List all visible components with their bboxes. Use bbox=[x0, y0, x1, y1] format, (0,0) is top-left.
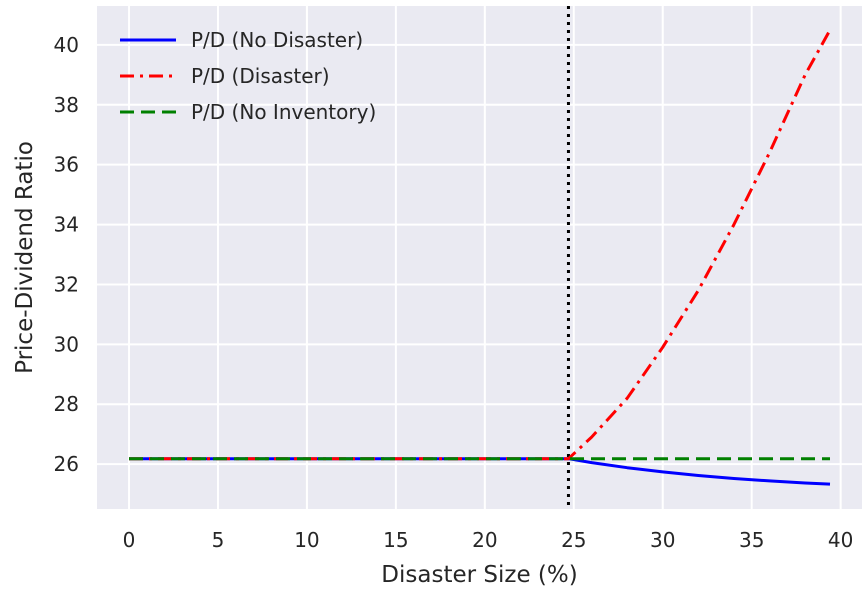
y-tick-label: 26 bbox=[54, 452, 79, 476]
y-tick-label: 28 bbox=[54, 392, 79, 416]
x-tick-label: 10 bbox=[294, 528, 319, 552]
y-axis-label: Price-Dividend Ratio bbox=[12, 141, 38, 374]
y-tick-label: 30 bbox=[54, 332, 79, 356]
x-tick-labels: 0 5 10 15 20 25 30 35 40 bbox=[123, 528, 854, 552]
x-tick-label: 40 bbox=[828, 528, 853, 552]
plot-background bbox=[97, 6, 862, 509]
y-tick-label: 38 bbox=[54, 93, 79, 117]
grid-lines bbox=[97, 6, 862, 509]
x-tick-label: 20 bbox=[472, 528, 497, 552]
x-tick-label: 5 bbox=[212, 528, 225, 552]
legend-label-3: P/D (No Inventory) bbox=[191, 100, 376, 124]
y-tick-label: 36 bbox=[54, 153, 79, 177]
y-tick-label: 32 bbox=[54, 272, 79, 296]
series-layer bbox=[129, 29, 832, 486]
x-tick-label: 15 bbox=[383, 528, 408, 552]
y-tick-labels: 26 28 30 32 34 36 38 40 bbox=[54, 33, 79, 476]
legend: P/D (No Disaster) P/D (Disaster) P/D (No I… bbox=[120, 28, 376, 124]
legend-label-1: P/D (No Disaster) bbox=[191, 28, 363, 52]
y-tick-label: 34 bbox=[54, 213, 79, 237]
series-line-2 bbox=[129, 29, 832, 461]
x-tick-label: 25 bbox=[561, 528, 586, 552]
x-tick-label: 0 bbox=[123, 528, 136, 552]
legend-label-2: P/D (Disaster) bbox=[191, 64, 330, 88]
x-tick-label: 35 bbox=[739, 528, 764, 552]
y-tick-label: 40 bbox=[54, 33, 79, 57]
x-axis-label: Disaster Size (%) bbox=[381, 562, 577, 588]
x-tick-label: 30 bbox=[650, 528, 675, 552]
